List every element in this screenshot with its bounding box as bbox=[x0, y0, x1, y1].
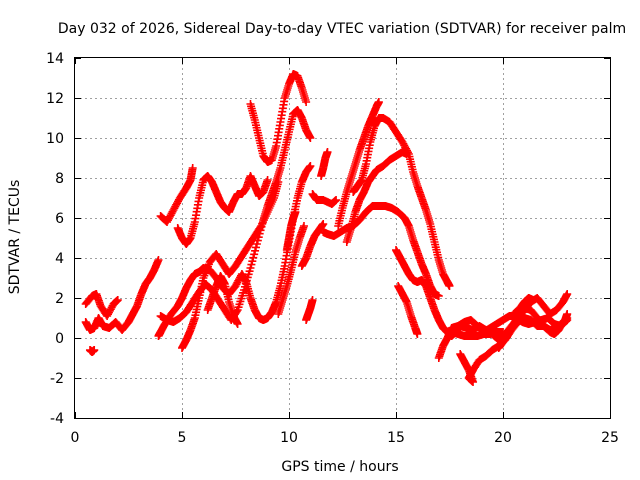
data-point bbox=[291, 208, 300, 216]
data-point bbox=[274, 178, 283, 186]
series-track-7 bbox=[173, 172, 272, 248]
y-tick-label: 0 bbox=[55, 331, 64, 347]
x-tick-label: 10 bbox=[280, 430, 298, 446]
y-tick-label: -2 bbox=[50, 371, 64, 387]
x-tick-label: 20 bbox=[494, 430, 512, 446]
grid-lines bbox=[75, 58, 610, 418]
y-tick-label: 10 bbox=[46, 131, 64, 147]
data-point bbox=[413, 330, 422, 338]
y-tick-label: 2 bbox=[55, 291, 64, 307]
y-tick-label: -4 bbox=[50, 411, 64, 427]
data-markers bbox=[81, 70, 572, 386]
series-track-15 bbox=[308, 190, 341, 208]
series-track-8 bbox=[178, 178, 283, 352]
series-track-14 bbox=[297, 220, 328, 270]
plot-frame bbox=[74, 57, 611, 419]
data-point bbox=[308, 296, 317, 304]
data-point bbox=[306, 162, 315, 170]
series-track-24 bbox=[447, 328, 507, 340]
series-track-3 bbox=[85, 346, 99, 356]
data-point bbox=[323, 148, 332, 156]
y-tick-label: 6 bbox=[55, 211, 64, 227]
data-point bbox=[528, 296, 537, 304]
data-point bbox=[113, 296, 122, 304]
series-track-11 bbox=[274, 222, 308, 318]
data-point bbox=[90, 346, 99, 354]
y-tick-label: 4 bbox=[55, 251, 64, 267]
chart-title: Day 032 of 2026, Sidereal Day-to-day VTE… bbox=[58, 21, 626, 37]
y-tick-label: 14 bbox=[46, 51, 64, 67]
series-track-10 bbox=[246, 70, 311, 166]
series-track-20 bbox=[349, 114, 454, 290]
data-point bbox=[332, 196, 341, 204]
series-track-1 bbox=[81, 290, 122, 320]
series-track-27 bbox=[509, 294, 537, 318]
data-point bbox=[302, 98, 311, 106]
series-track-18 bbox=[334, 98, 383, 230]
data-point bbox=[154, 256, 163, 264]
x-tick-label: 15 bbox=[387, 430, 405, 446]
series-track-9 bbox=[203, 272, 242, 328]
series-track-22 bbox=[394, 282, 422, 338]
y-tick-label: 8 bbox=[55, 171, 64, 187]
series-track-12 bbox=[282, 208, 300, 254]
data-point bbox=[263, 176, 272, 184]
data-point bbox=[563, 314, 572, 322]
y-tick-label: 12 bbox=[46, 91, 64, 107]
data-point bbox=[233, 320, 242, 328]
series-track-5 bbox=[156, 106, 315, 326]
series-track-2 bbox=[81, 256, 163, 334]
x-axis-label: GPS time / hours bbox=[281, 459, 398, 475]
data-point bbox=[374, 98, 383, 106]
data-point bbox=[319, 220, 328, 228]
series-track-16 bbox=[317, 148, 332, 180]
series-track-13 bbox=[302, 296, 317, 324]
series-track-6 bbox=[156, 164, 197, 226]
series-track-17 bbox=[319, 202, 443, 300]
data-point bbox=[434, 292, 443, 300]
data-point bbox=[445, 282, 454, 290]
data-point bbox=[403, 148, 412, 157]
y-axis-label: SDTVAR / TECUs bbox=[7, 180, 23, 295]
series-track-19 bbox=[342, 148, 411, 246]
axis-ticks: 0 5 10 15 20 25 -4 -2 0 2 4 6 8 10 12 14 bbox=[46, 51, 619, 446]
x-tick-label: 0 bbox=[71, 430, 80, 446]
data-point bbox=[563, 290, 572, 298]
data-point bbox=[188, 164, 197, 172]
data-point bbox=[299, 222, 308, 230]
x-tick-label: 5 bbox=[178, 430, 187, 446]
data-point bbox=[306, 134, 315, 142]
x-tick-label: 25 bbox=[601, 430, 619, 446]
